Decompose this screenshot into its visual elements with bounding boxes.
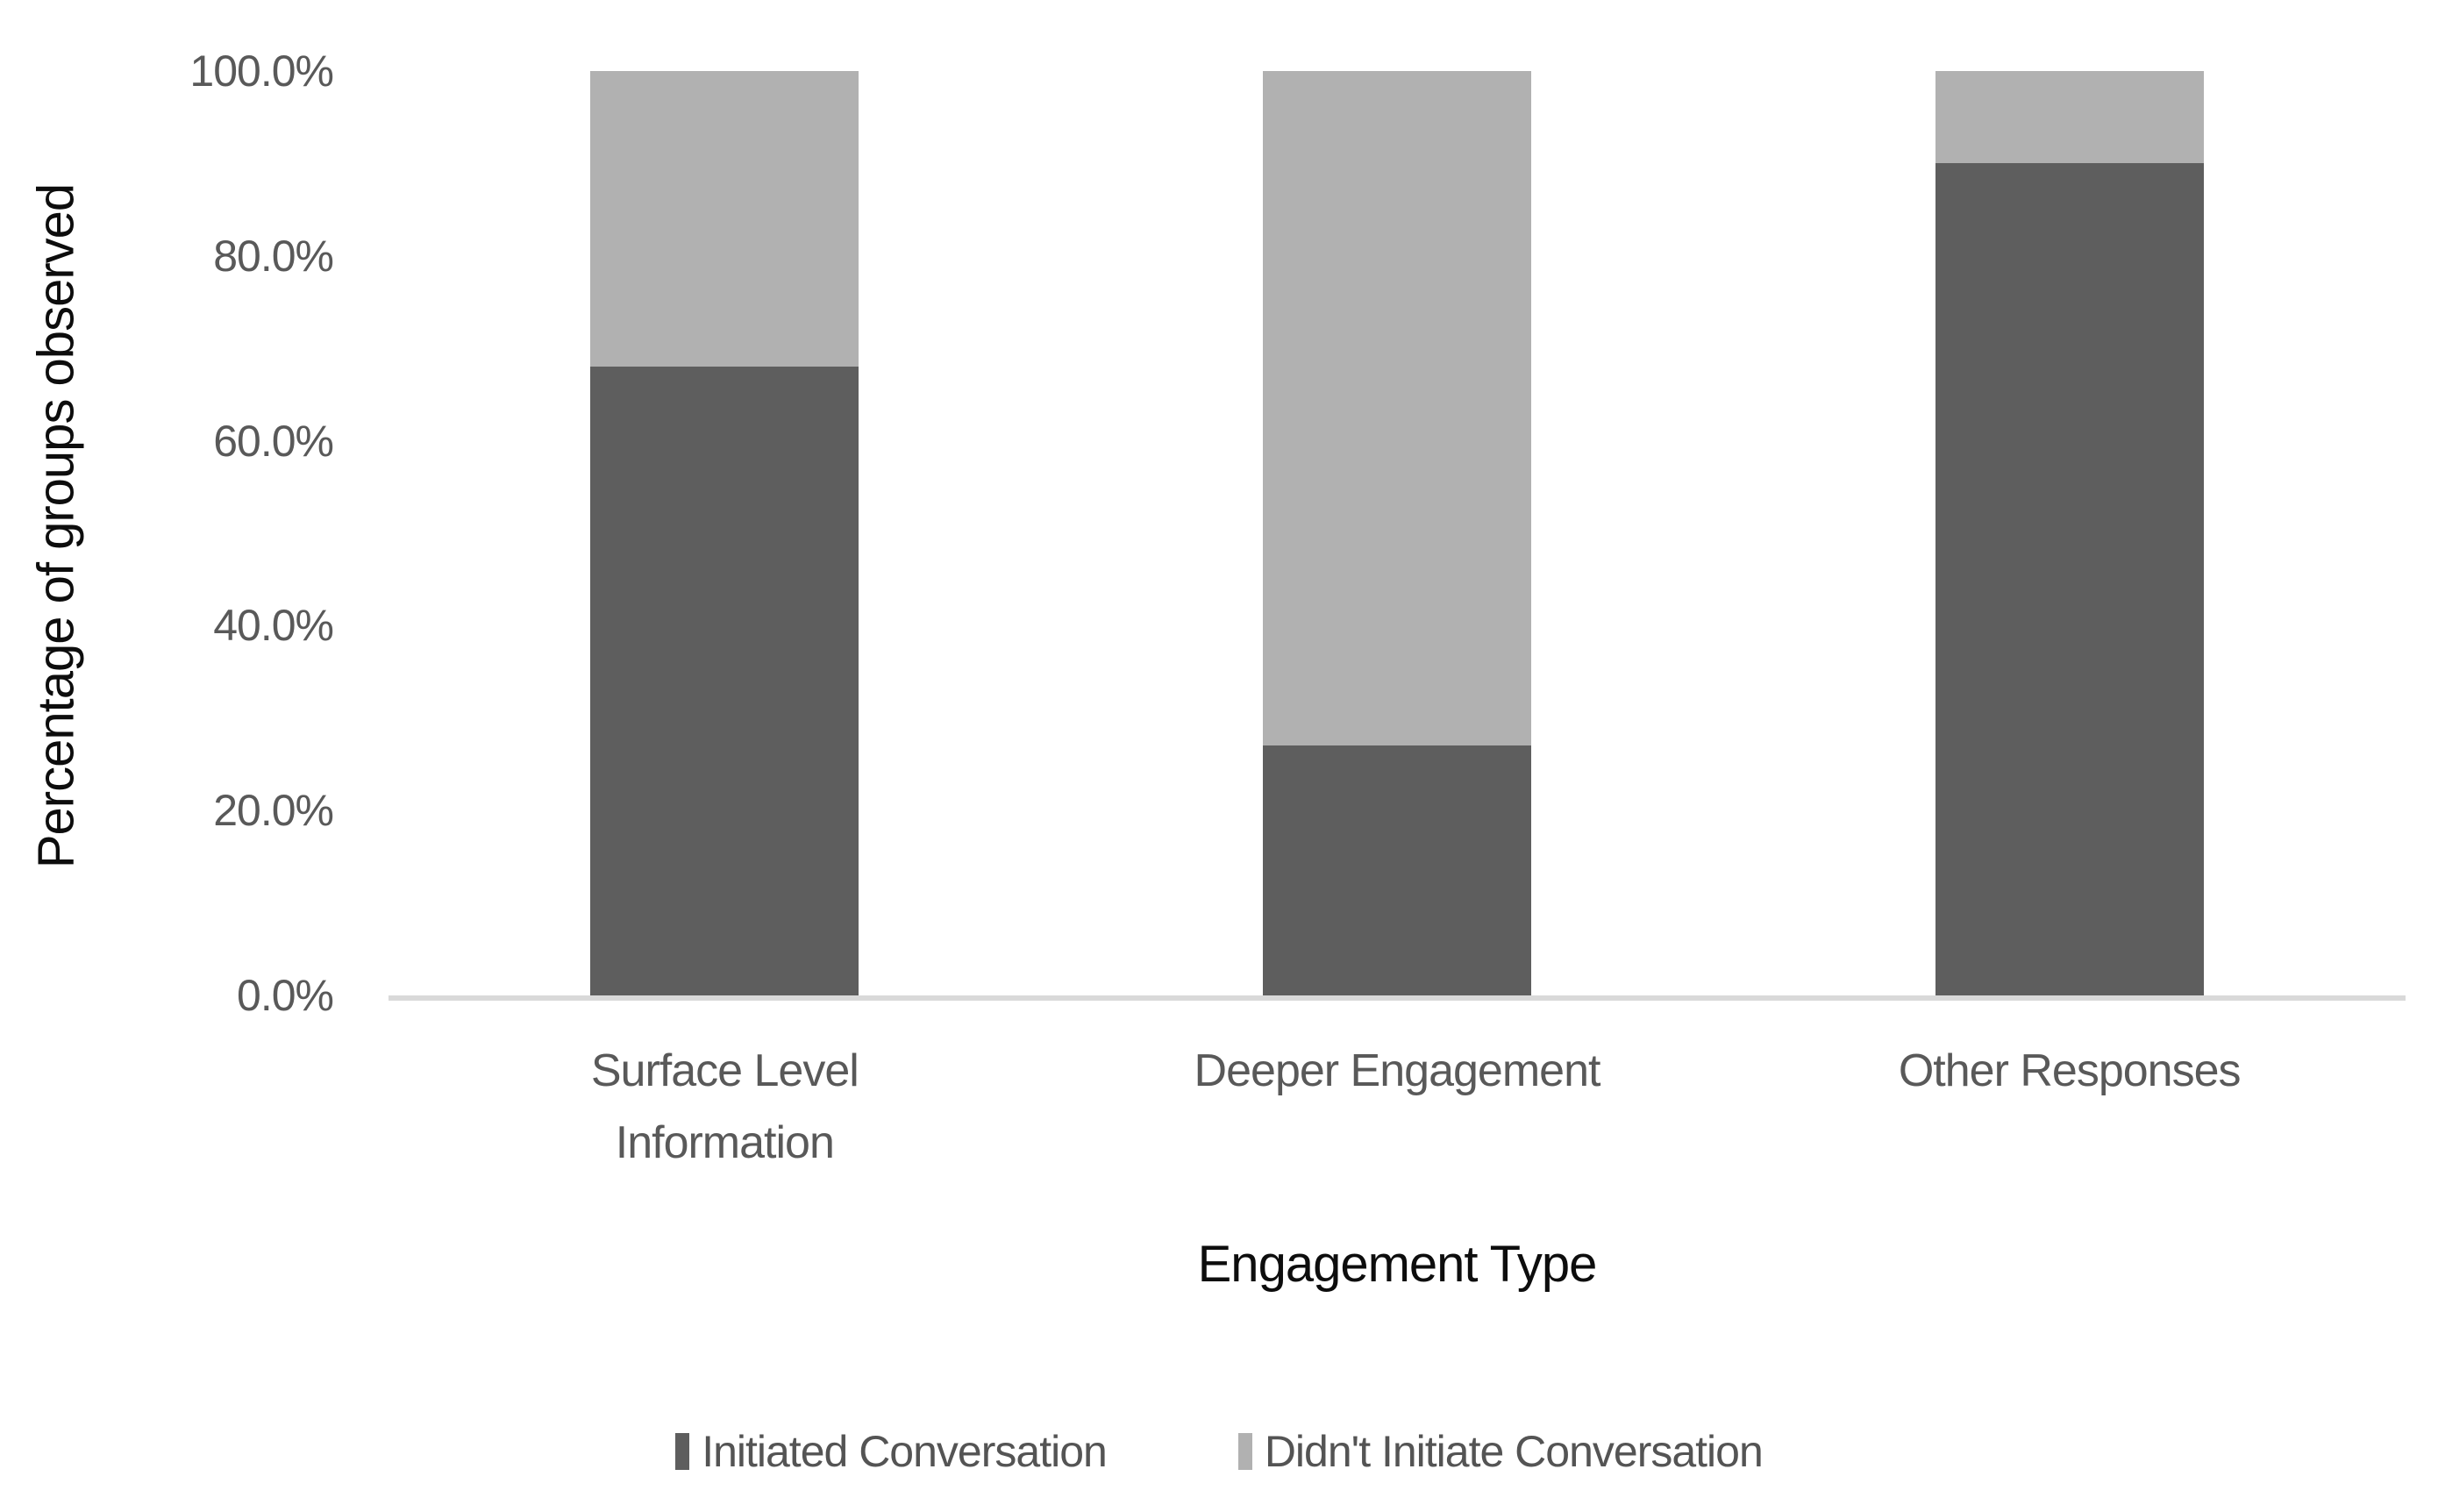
x-axis-title: Engagement Type — [1197, 1236, 1598, 1293]
legend-label: Initiated Conversation — [702, 1427, 1108, 1476]
legend-item-didn-t-initiate-conversation: Didn't Initiate Conversation — [1237, 1426, 1764, 1477]
bar-segment-didn-t-initiate-conversation — [1263, 71, 1531, 746]
bar-slot-deeper-engagement — [1061, 71, 1734, 995]
category-label-text: Other Responses — [1898, 1045, 2242, 1096]
y-tick-label: 20.0% — [213, 786, 334, 836]
category-label-other-responses: Other Responses — [1733, 1035, 2406, 1179]
category-axis-labels: Surface Level Information Deeper Engageme… — [389, 1035, 2406, 1179]
legend-swatch-icon — [1237, 1433, 1252, 1470]
bar-segment-initiated-conversation — [1935, 163, 2204, 995]
bar-segment-initiated-conversation — [1263, 745, 1531, 995]
x-axis-line — [389, 995, 2406, 1001]
y-axis-ticks: 100.0% 80.0% 60.0% 40.0% 20.0% 0.0% — [0, 45, 334, 1022]
stacked-bar-other-responses — [1935, 71, 2204, 995]
bar-slot-other-responses — [1733, 71, 2406, 995]
category-label-deeper-engagement: Deeper Engagement — [1061, 1035, 1734, 1179]
stacked-bar-surface-level-information — [590, 71, 859, 995]
legend-label: Didn't Initiate Conversation — [1264, 1427, 1764, 1476]
y-tick-label: 40.0% — [213, 601, 334, 651]
legend: Initiated Conversation Didn't Initiate Co… — [0, 1426, 2438, 1477]
bar-segment-didn-t-initiate-conversation — [1935, 71, 2204, 164]
plot-area — [389, 71, 2406, 995]
y-tick-label: 60.0% — [213, 416, 334, 466]
y-tick-label: 100.0% — [189, 46, 334, 96]
y-tick-label: 0.0% — [237, 970, 334, 1020]
bar-segment-didn-t-initiate-conversation — [590, 71, 859, 367]
bar-slot-surface-level-information — [389, 71, 1061, 995]
category-label-surface-level-information: Surface Level Information — [389, 1035, 1061, 1179]
legend-item-initiated-conversation: Initiated Conversation — [675, 1426, 1108, 1477]
stacked-bar-deeper-engagement — [1263, 71, 1531, 995]
bar-segment-initiated-conversation — [590, 367, 859, 995]
category-label-text: Deeper Engagement — [1194, 1045, 1601, 1096]
category-label-text: Surface Level Information — [590, 1045, 859, 1168]
legend-swatch-icon — [675, 1433, 690, 1470]
y-tick-label: 80.0% — [213, 231, 334, 281]
